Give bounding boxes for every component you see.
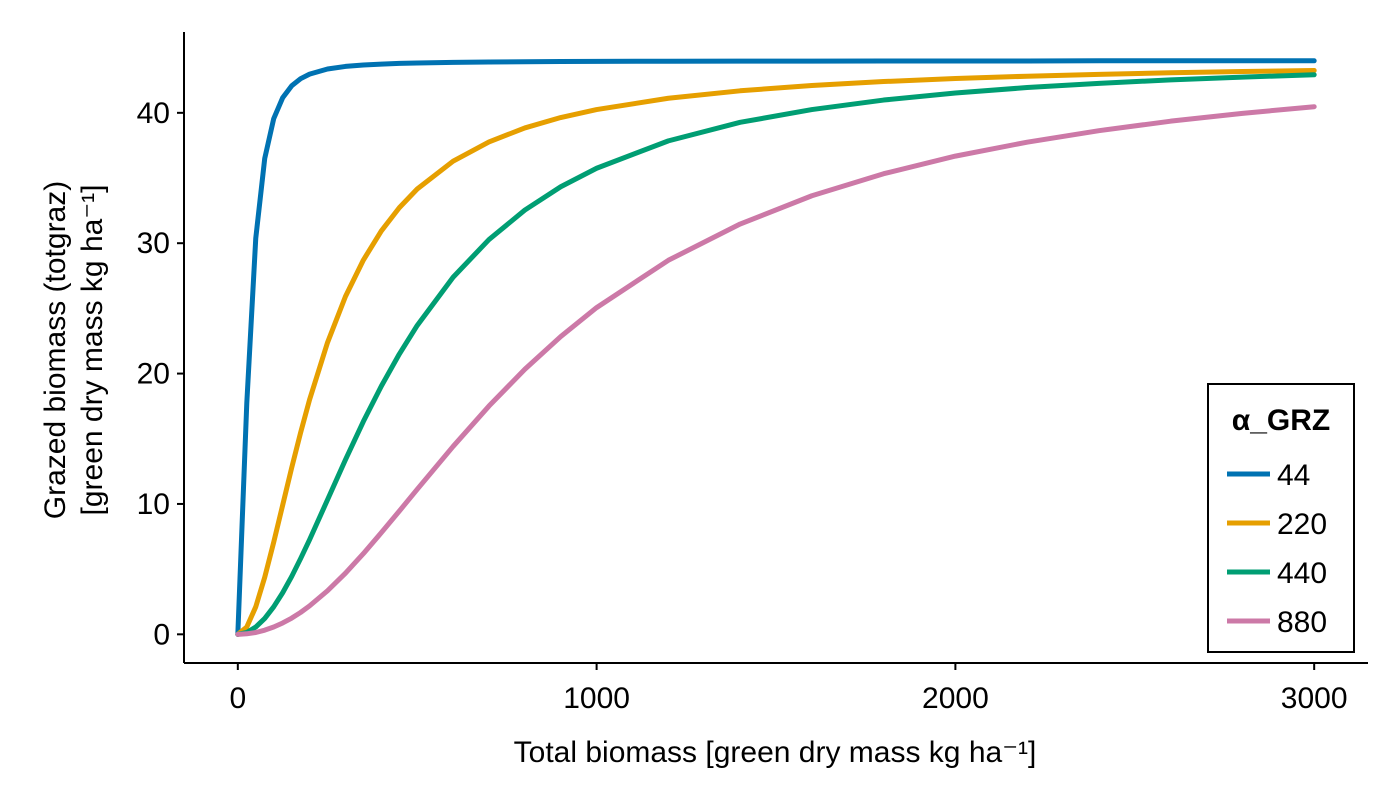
series-line-220 [235, 67, 1317, 637]
y-axis-title-line1: Grazed biomass (totgraz) [39, 181, 72, 519]
legend-items: 44 220 440 880 [1227, 459, 1327, 639]
y-tick-label: 40 [137, 97, 170, 130]
y-tick-label: 10 [137, 488, 170, 521]
legend-label-44: 44 [1277, 459, 1310, 492]
legend-box [1207, 383, 1355, 653]
y-tick-label: 20 [137, 358, 170, 391]
series-line-440 [235, 72, 1317, 637]
y-axis-title: Grazed biomass (totgraz) [green dry mass… [39, 181, 109, 519]
y-tick-label: 30 [137, 227, 170, 260]
x-tick-label: 3000 [1281, 682, 1348, 715]
legend-label-220: 220 [1277, 508, 1327, 541]
legend-label-440: 440 [1277, 557, 1327, 590]
x-tick-label: 2000 [922, 682, 989, 715]
x-tick-label: 0 [229, 682, 246, 715]
x-axis-title: Total biomass [green dry mass kg ha⁻¹] [514, 736, 1037, 769]
plot-area: 0 1000 2000 3000 0 10 20 30 40 [137, 32, 1368, 715]
y-tick-label: 0 [153, 618, 170, 651]
legend: α_GRZ 44 220 440 880 [1207, 383, 1355, 653]
series-line-880 [235, 104, 1317, 637]
series-line-44 [235, 58, 1317, 637]
y-axis-title-line2: [green dry mass kg ha⁻¹] [76, 185, 109, 516]
x-tick-label: 1000 [563, 682, 630, 715]
legend-label-880: 880 [1277, 606, 1327, 639]
legend-title: α_GRZ [1232, 404, 1330, 437]
